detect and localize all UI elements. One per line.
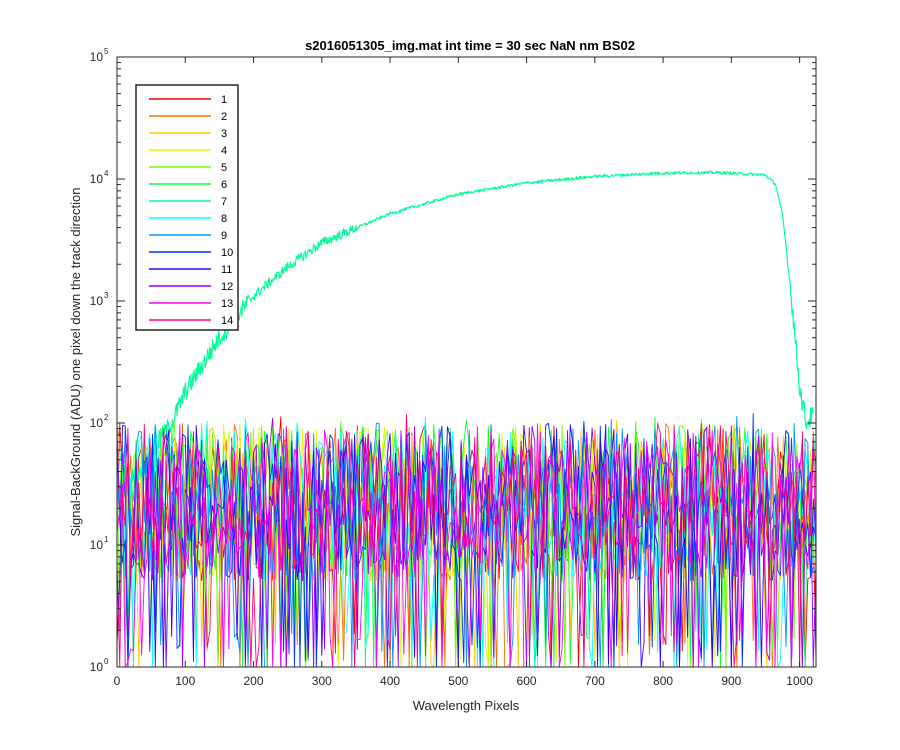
plot-area xyxy=(117,170,816,667)
x-tick-label: 800 xyxy=(653,674,673,688)
legend-label-11: 11 xyxy=(221,264,232,276)
series-line-14 xyxy=(117,413,816,667)
legend-label-14: 14 xyxy=(221,315,233,327)
y-tick-exponent: 2 xyxy=(104,413,109,422)
y-tick-label: 10 xyxy=(90,172,104,186)
x-axis-label: Wavelength Pixels xyxy=(413,698,520,713)
series-line-12 xyxy=(117,417,816,667)
y-tick-exponent: 0 xyxy=(104,657,109,666)
y-tick-label: 10 xyxy=(90,294,104,308)
x-tick-label: 200 xyxy=(244,674,264,688)
chart-title: s2016051305_img.mat int time = 30 sec Na… xyxy=(305,38,635,53)
legend-label-2: 2 xyxy=(221,111,227,123)
x-tick-label: 900 xyxy=(721,674,741,688)
y-axis-label: Signal-BackGround (ADU) one pixel down t… xyxy=(68,187,83,536)
legend-label-5: 5 xyxy=(221,162,227,174)
y-tick-label: 10 xyxy=(90,50,104,64)
legend-label-10: 10 xyxy=(221,247,233,259)
y-tick-exponent: 5 xyxy=(104,47,109,56)
legend-label-13: 13 xyxy=(221,298,233,310)
y-tick-label: 10 xyxy=(90,416,104,430)
legend-label-6: 6 xyxy=(221,179,227,191)
x-tick-label: 600 xyxy=(517,674,537,688)
y-tick-exponent: 1 xyxy=(104,535,109,544)
x-tick-label: 1000 xyxy=(786,674,813,688)
plot-frame xyxy=(116,56,817,668)
x-tick-label: 300 xyxy=(312,674,332,688)
x-tick-label: 500 xyxy=(448,674,468,688)
x-tick-label: 0 xyxy=(114,674,121,688)
y-tick-label: 10 xyxy=(90,660,104,674)
legend-box xyxy=(135,84,239,331)
series-line-11 xyxy=(117,424,816,667)
legend-label-3: 3 xyxy=(221,128,227,140)
series-line-9 xyxy=(117,415,816,667)
legend-label-8: 8 xyxy=(221,213,227,225)
x-tick-label: 100 xyxy=(175,674,195,688)
legend-label-7: 7 xyxy=(221,196,227,208)
y-tick-exponent: 4 xyxy=(104,169,109,178)
series-line-13 xyxy=(117,423,816,667)
x-tick-label: 400 xyxy=(380,674,400,688)
legend-label-9: 9 xyxy=(221,230,227,242)
legend-label-1: 1 xyxy=(221,94,227,106)
series-line-8 xyxy=(117,416,816,667)
y-tick-exponent: 3 xyxy=(104,291,109,300)
legend-label-4: 4 xyxy=(221,145,227,157)
y-tick-label: 10 xyxy=(90,538,104,552)
legend-label-12: 12 xyxy=(221,281,233,293)
x-tick-label: 700 xyxy=(585,674,605,688)
